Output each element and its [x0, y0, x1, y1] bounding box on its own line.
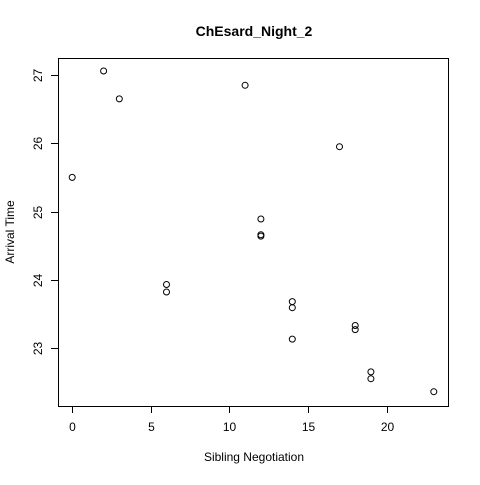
x-tick-label: 5 — [148, 420, 155, 434]
data-point — [288, 298, 296, 306]
x-axis: 0 5 10 15 20 — [69, 406, 394, 434]
data-point — [115, 95, 123, 103]
data-point — [163, 281, 170, 288]
data-point — [288, 335, 296, 343]
data-point — [430, 388, 438, 396]
data-point — [68, 173, 76, 181]
x-tick-label: 20 — [381, 420, 395, 434]
plot-area-frame — [58, 58, 449, 407]
x-tick-label: 0 — [69, 420, 76, 434]
data-point — [163, 288, 170, 296]
y-tick-label: 27 — [31, 69, 45, 83]
y-axis-label: Arrival Time — [3, 200, 17, 264]
data-point — [367, 368, 375, 376]
y-tick-label: 25 — [31, 206, 45, 220]
x-tick-label: 10 — [223, 420, 237, 434]
data-point — [367, 375, 375, 383]
data-point — [100, 67, 108, 75]
chart-title: ChEsard_Night_2 — [196, 23, 313, 39]
y-tick-label: 26 — [31, 137, 45, 151]
y-tick-label: 24 — [31, 274, 45, 288]
data-point — [351, 326, 359, 334]
data-point — [257, 232, 265, 240]
y-axis: 23 24 25 26 27 — [31, 69, 58, 356]
data-points — [68, 67, 438, 396]
data-point — [288, 304, 296, 312]
y-tick-label: 23 — [31, 342, 45, 356]
x-tick-label: 15 — [302, 420, 316, 434]
data-point — [241, 81, 249, 89]
data-point — [336, 143, 343, 151]
data-point — [257, 215, 265, 223]
x-axis-label: Sibling Negotiation — [204, 450, 304, 464]
data-point — [351, 322, 359, 329]
